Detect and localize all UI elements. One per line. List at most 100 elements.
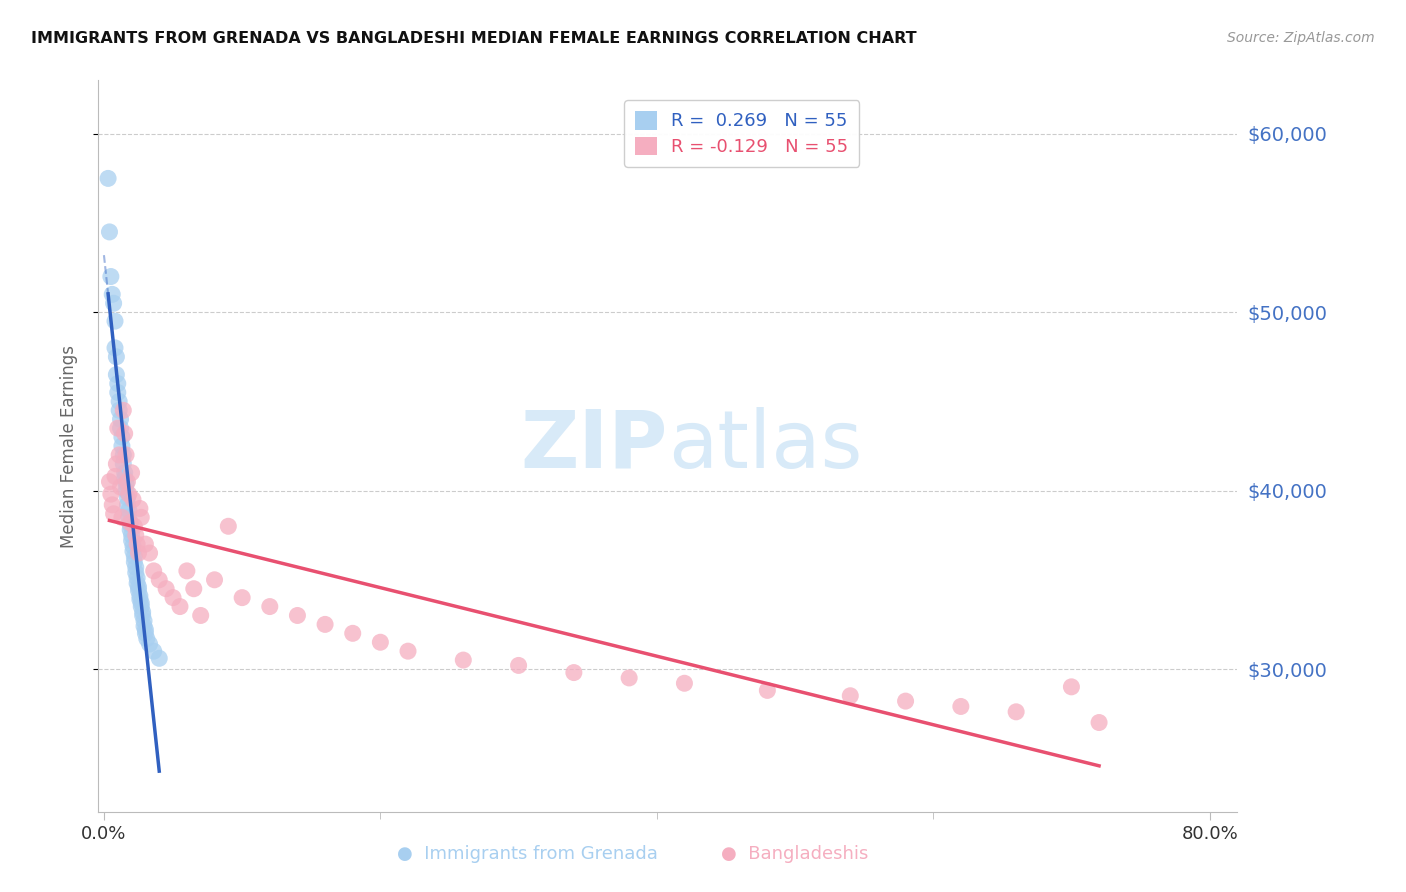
Point [131, 605, 153, 619]
Point [105, 368, 128, 382]
Point [148, 651, 170, 665]
Point [132, 614, 155, 628]
Point [107, 376, 129, 391]
Point [110, 421, 132, 435]
Point [120, 517, 142, 532]
Point [111, 439, 134, 453]
Point [128, 592, 150, 607]
Point [453, 653, 475, 667]
Point [1088, 715, 1111, 730]
Point [103, 296, 125, 310]
Point [124, 555, 146, 569]
Point [117, 491, 139, 505]
Point [287, 608, 309, 623]
Point [314, 617, 336, 632]
Point [134, 537, 156, 551]
Point [118, 503, 141, 517]
Point [259, 599, 281, 614]
Point [114, 466, 136, 480]
Point [118, 510, 141, 524]
Point [142, 564, 165, 578]
Point [120, 523, 142, 537]
Text: atlas: atlas [668, 407, 862, 485]
Point [673, 676, 696, 690]
Text: ●  Immigrants from Grenada: ● Immigrants from Grenada [396, 846, 658, 863]
Point [756, 683, 779, 698]
Point [162, 591, 184, 605]
Point [155, 582, 177, 596]
Point [108, 403, 131, 417]
Point [128, 583, 150, 598]
Point [217, 519, 239, 533]
Point [204, 573, 226, 587]
Point [98, 475, 121, 489]
Point [100, 269, 122, 284]
Point [121, 466, 143, 480]
Point [104, 469, 127, 483]
Y-axis label: Median Female Earnings: Median Female Earnings [59, 344, 77, 548]
Point [1060, 680, 1083, 694]
Text: ●  Bangladeshis: ● Bangladeshis [721, 846, 868, 863]
Point [127, 576, 149, 591]
Point [128, 589, 150, 603]
Point [124, 519, 146, 533]
Point [138, 637, 160, 651]
Point [101, 498, 124, 512]
Point [396, 644, 419, 658]
Point [949, 699, 972, 714]
Point [117, 498, 139, 512]
Point [121, 533, 143, 548]
Point [508, 658, 530, 673]
Point [370, 635, 392, 649]
Point [190, 608, 212, 623]
Point [105, 350, 128, 364]
Point [127, 537, 149, 551]
Point [111, 430, 134, 444]
Point [127, 571, 149, 585]
Point [112, 457, 135, 471]
Point [231, 591, 253, 605]
Point [183, 582, 205, 596]
Point [98, 225, 121, 239]
Point [894, 694, 917, 708]
Point [148, 573, 170, 587]
Point [124, 549, 146, 564]
Point [132, 619, 155, 633]
Point [104, 314, 127, 328]
Point [125, 528, 148, 542]
Point [1005, 705, 1028, 719]
Point [135, 632, 157, 646]
Point [562, 665, 585, 680]
Point [122, 544, 145, 558]
Point [107, 385, 129, 400]
Point [138, 546, 160, 560]
Point [115, 476, 138, 491]
Point [104, 341, 127, 355]
Point [118, 487, 141, 501]
Point [125, 566, 148, 580]
Point [112, 448, 135, 462]
Point [105, 457, 128, 471]
Point [129, 510, 152, 524]
Point [128, 580, 150, 594]
Point [122, 492, 145, 507]
Point [125, 560, 148, 574]
Point [107, 421, 129, 435]
Point [100, 487, 122, 501]
Point [176, 564, 198, 578]
Point [111, 510, 134, 524]
Point [115, 448, 138, 462]
Point [128, 546, 150, 560]
Point [114, 426, 136, 441]
Point [617, 671, 640, 685]
Point [342, 626, 364, 640]
Text: IMMIGRANTS FROM GRENADA VS BANGLADESHI MEDIAN FEMALE EARNINGS CORRELATION CHART: IMMIGRANTS FROM GRENADA VS BANGLADESHI M… [31, 31, 917, 46]
Point [128, 501, 150, 516]
Point [117, 475, 139, 489]
Point [115, 483, 138, 498]
Point [134, 626, 156, 640]
Point [103, 507, 125, 521]
Legend: R =  0.269   N = 55, R = -0.129   N = 55: R = 0.269 N = 55, R = -0.129 N = 55 [624, 100, 859, 167]
Point [110, 412, 132, 426]
Point [120, 516, 142, 530]
